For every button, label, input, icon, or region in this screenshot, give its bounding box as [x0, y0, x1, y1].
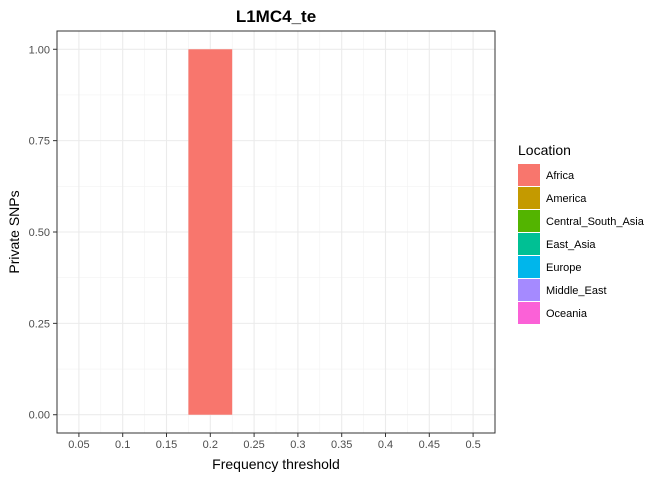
y-tick-label: 0.75 [29, 136, 50, 148]
legend-key-america [518, 187, 540, 209]
x-tick-label: 0.45 [419, 439, 440, 451]
legend-key-central-south-asia [518, 210, 540, 232]
legend-label-america: America [546, 193, 587, 205]
x-tick-label: 0.4 [378, 439, 393, 451]
x-tick-label: 0.2 [203, 439, 218, 451]
y-tick-label: 0.00 [29, 410, 50, 422]
legend-key-middle-east [518, 279, 540, 301]
legend: Location Africa America Central_South_Asia… [518, 142, 645, 324]
legend-title: Location [518, 142, 571, 158]
legend-label-middle-east: Middle_East [546, 285, 607, 297]
legend-label-central-south-asia: Central_South_Asia [546, 216, 645, 228]
legend-key-europe [518, 256, 540, 278]
x-tick-label: 0.25 [243, 439, 264, 451]
y-axis: 0.00 0.25 0.50 0.75 1.00 [29, 44, 57, 422]
legend-label-oceania: Oceania [546, 308, 588, 320]
legend-label-east-asia: East_Asia [546, 239, 596, 251]
x-tick-label: 0.3 [290, 439, 305, 451]
legend-key-east-asia [518, 233, 540, 255]
chart-title: L1MC4_te [236, 7, 316, 26]
y-axis-title: Private SNPs [6, 190, 22, 273]
x-tick-label: 0.15 [156, 439, 177, 451]
x-tick-label: 0.05 [68, 439, 89, 451]
y-tick-label: 0.50 [29, 227, 50, 239]
bars [188, 49, 233, 415]
legend-label-africa: Africa [546, 170, 575, 182]
y-tick-label: 0.25 [29, 318, 50, 330]
y-tick-label: 1.00 [29, 44, 50, 56]
x-axis: 0.05 0.1 0.15 0.2 0.25 0.3 0.35 0.4 0.45 0.5 [68, 433, 481, 451]
legend-key-africa [518, 164, 540, 186]
x-tick-label: 0.1 [115, 439, 130, 451]
bar-africa [188, 49, 233, 415]
x-tick-label: 0.5 [465, 439, 480, 451]
x-tick-label: 0.35 [331, 439, 352, 451]
legend-key-oceania [518, 302, 540, 324]
legend-label-europe: Europe [546, 262, 581, 274]
x-axis-title: Frequency threshold [212, 456, 340, 472]
grid [57, 31, 495, 433]
